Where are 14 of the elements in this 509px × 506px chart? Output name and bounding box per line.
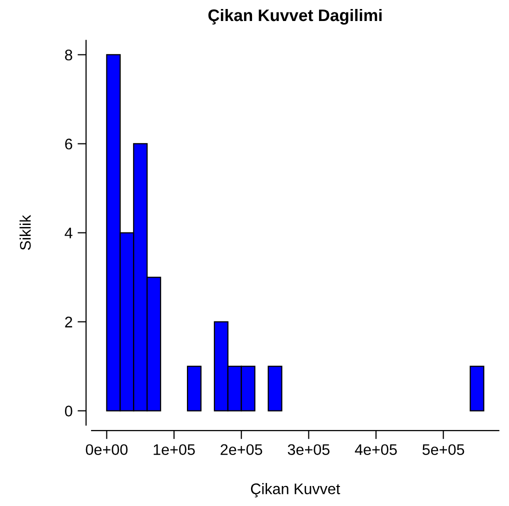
y-tick-label: 8 <box>65 50 72 60</box>
x-tick-label: 3e+05 <box>288 444 330 456</box>
chart-title: Çikan Kuvvet Dagilimi <box>208 8 382 25</box>
y-tick-label: 6 <box>65 138 72 150</box>
x-tick-label: 2e+05 <box>220 444 262 456</box>
x-tick-label: 0e+00 <box>86 444 128 456</box>
y-tick-label: 2 <box>65 316 72 328</box>
x-tick-label: 4e+05 <box>354 444 397 456</box>
y-tick-label: 4 <box>64 228 72 238</box>
x-tick-label: 1e+05 <box>154 444 195 456</box>
x-axis-title: Çikan Kuvvet <box>250 483 340 498</box>
y-tick-label: 0 <box>64 406 72 416</box>
y-axis-title: Siklik <box>20 214 31 250</box>
x-tick-label: 5e+05 <box>422 444 464 456</box>
